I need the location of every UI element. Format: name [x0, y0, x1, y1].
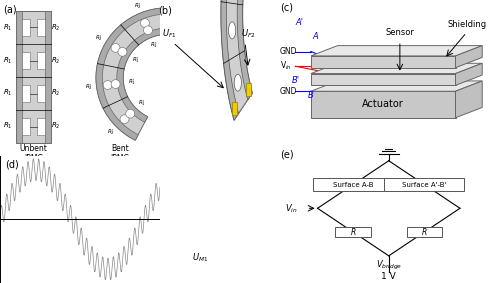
Bar — [22, 19, 30, 36]
Text: $R_2$: $R_2$ — [51, 88, 61, 98]
Text: GND: GND — [280, 87, 297, 96]
Text: (d): (d) — [5, 160, 18, 170]
Bar — [37, 118, 45, 135]
Text: $V_{bridge}$: $V_{bridge}$ — [376, 259, 402, 272]
Text: $R_1'$: $R_1'$ — [132, 55, 140, 65]
Polygon shape — [96, 8, 165, 140]
Polygon shape — [456, 63, 482, 85]
Text: $U_{M1}$: $U_{M1}$ — [192, 251, 209, 264]
Text: Surface A-B: Surface A-B — [333, 181, 374, 188]
Bar — [246, 83, 251, 96]
Bar — [22, 85, 30, 102]
Text: Shielding: Shielding — [447, 20, 486, 29]
Bar — [37, 85, 45, 102]
Polygon shape — [311, 74, 456, 85]
Bar — [232, 102, 237, 115]
Text: $U_{F2}$: $U_{F2}$ — [242, 28, 256, 40]
Text: $R_2'$: $R_2'$ — [95, 34, 103, 43]
Text: $R_2$: $R_2$ — [51, 121, 61, 131]
Text: R: R — [422, 228, 427, 237]
Text: IPMC: IPMC — [24, 155, 43, 163]
Text: $R_2'$: $R_2'$ — [84, 82, 92, 92]
Polygon shape — [311, 81, 482, 91]
Bar — [336, 227, 371, 237]
Text: (e): (e) — [280, 150, 293, 160]
Polygon shape — [311, 91, 456, 118]
Text: $R_2$: $R_2$ — [51, 23, 61, 33]
Text: Actuator: Actuator — [362, 100, 404, 110]
Text: $R_1$: $R_1$ — [4, 23, 13, 33]
Text: B: B — [308, 91, 314, 100]
Circle shape — [126, 109, 134, 118]
Text: (b): (b) — [158, 6, 172, 16]
Text: B': B' — [292, 76, 300, 85]
Text: Unbent: Unbent — [20, 143, 48, 153]
Circle shape — [120, 115, 129, 123]
Text: $R_1$: $R_1$ — [4, 121, 13, 131]
Polygon shape — [221, 0, 336, 120]
Bar — [22, 52, 30, 69]
Text: $R_1'$: $R_1'$ — [150, 40, 158, 50]
Bar — [384, 178, 464, 191]
Text: IPMC: IPMC — [110, 155, 130, 163]
Text: $R_2'$: $R_2'$ — [107, 127, 114, 137]
Text: $R_2$: $R_2$ — [51, 55, 61, 66]
Text: $R_1$: $R_1$ — [4, 55, 13, 66]
Circle shape — [111, 44, 120, 52]
Polygon shape — [221, 0, 336, 120]
Text: Bent: Bent — [111, 143, 129, 153]
Text: A: A — [312, 32, 318, 41]
Circle shape — [103, 81, 112, 89]
Text: $R_1'$: $R_1'$ — [138, 98, 145, 108]
Polygon shape — [117, 28, 165, 122]
Text: V$_{in}$: V$_{in}$ — [280, 60, 291, 72]
Text: $U_{F1}$: $U_{F1}$ — [162, 28, 176, 40]
Text: 1 V: 1 V — [382, 272, 396, 281]
Bar — [16, 11, 51, 143]
Text: GND: GND — [280, 47, 297, 56]
Text: A': A' — [296, 18, 304, 27]
Text: R: R — [350, 228, 356, 237]
Bar — [313, 178, 393, 191]
Bar — [45, 11, 51, 143]
Circle shape — [118, 48, 127, 56]
Circle shape — [228, 22, 235, 39]
Bar — [37, 52, 45, 69]
Text: Surface A'-B': Surface A'-B' — [402, 181, 446, 188]
Polygon shape — [456, 81, 482, 118]
Text: $R_1'$: $R_1'$ — [128, 77, 136, 87]
Text: (c): (c) — [280, 3, 292, 13]
Bar — [406, 227, 442, 237]
Polygon shape — [311, 63, 482, 74]
Polygon shape — [456, 46, 482, 68]
Text: $V_{in}$: $V_{in}$ — [284, 202, 297, 215]
Text: (a): (a) — [3, 5, 17, 15]
Text: $R_1$: $R_1$ — [4, 88, 13, 98]
Bar — [16, 11, 22, 143]
Text: Sensor: Sensor — [386, 28, 414, 37]
Bar — [22, 118, 30, 135]
Circle shape — [234, 74, 241, 91]
Circle shape — [111, 80, 120, 88]
Bar — [37, 19, 45, 36]
Circle shape — [144, 26, 152, 35]
Text: $R_2'$: $R_2'$ — [134, 1, 141, 11]
Circle shape — [140, 19, 149, 27]
Polygon shape — [237, 0, 330, 100]
Polygon shape — [311, 46, 482, 56]
Polygon shape — [311, 56, 456, 68]
Polygon shape — [96, 8, 164, 140]
